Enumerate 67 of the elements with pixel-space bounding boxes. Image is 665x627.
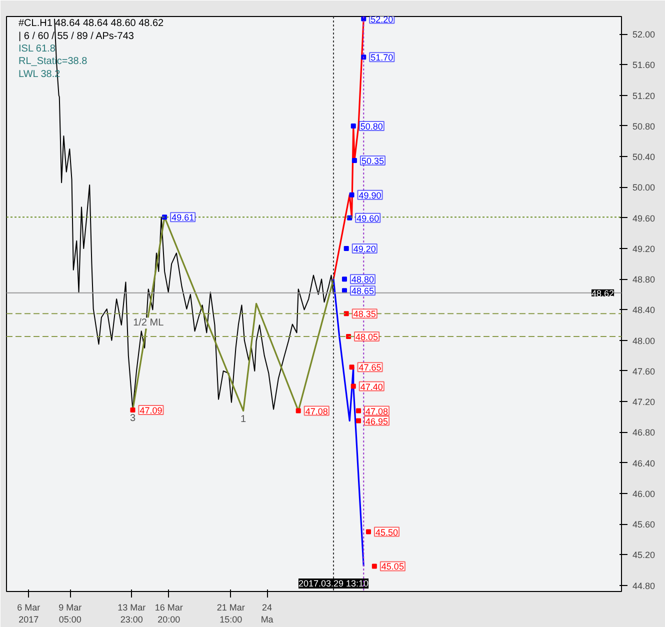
point — [344, 311, 349, 316]
data-label: 48.80 — [351, 274, 374, 285]
data-label: 48.65 — [351, 286, 374, 296]
data-label: 47.40 — [360, 382, 383, 392]
annotation: 1/2 ML — [133, 318, 164, 329]
data-label: 48.35 — [353, 309, 376, 320]
y-tick-label: 46.80 — [632, 428, 656, 438]
point — [350, 123, 356, 128]
data-label: 49.90 — [358, 190, 382, 200]
y-tick-label: 48.80 — [632, 274, 656, 285]
data-label: 47.08 — [305, 406, 328, 416]
y-tick-label: 47.20 — [632, 397, 656, 408]
data-label: 49.61 — [172, 212, 194, 223]
y-tick-label: 44.80 — [632, 580, 656, 591]
y-tick-label: 45.20 — [632, 550, 656, 560]
data-label: 48.05 — [356, 332, 378, 342]
point — [352, 158, 357, 163]
y-tick-label: 51.20 — [632, 90, 656, 101]
point — [350, 384, 356, 389]
x-tick-label: 9 Mar 05:00 — [58, 602, 82, 624]
data-label: 47.09 — [140, 406, 162, 416]
x-tick-label: 16 Mar 20:00 — [154, 602, 183, 624]
annotation: 1 — [240, 414, 247, 425]
data-label: 50.80 — [360, 121, 383, 132]
data-label: 49.60 — [356, 213, 380, 224]
x-tick-label: 21 Mar 15:00 — [216, 602, 245, 624]
y-tick-label: 47.60 — [632, 366, 656, 376]
y-tick-label: 49.60 — [632, 213, 656, 224]
point — [130, 408, 136, 413]
point — [366, 529, 371, 534]
y-tick-label: 45.60 — [632, 520, 656, 530]
y-tick-label: 48.00 — [632, 336, 656, 346]
data-label: 46.95 — [366, 416, 388, 426]
chart-title: #CL.H1 48.64 48.64 48.60 48.62 — [18, 18, 164, 30]
point — [372, 564, 377, 569]
y-tick-label: 50.40 — [632, 152, 656, 162]
y-tick-label: 52.00 — [632, 30, 656, 40]
point — [349, 364, 354, 370]
y-tick-label: 46.40 — [632, 458, 656, 468]
point — [349, 192, 354, 198]
point — [296, 408, 301, 414]
point — [342, 276, 347, 282]
y-tick-label: 49.20 — [632, 244, 656, 254]
ref-line-label: 2017.03.29 13:10 — [298, 578, 369, 588]
point — [344, 246, 349, 251]
data-label: 47.08 — [366, 406, 388, 416]
point — [356, 408, 362, 414]
y-tick-label: 50.00 — [632, 182, 656, 193]
text: | 6 / 60 / 55 / 89 / APs-743 — [18, 30, 134, 42]
annotation: 3 — [130, 413, 136, 424]
point — [342, 288, 347, 294]
data-label: 50.35 — [361, 156, 384, 166]
data-label: 47.65 — [358, 362, 382, 373]
x-tick-label: 24 Ma — [260, 602, 274, 624]
y-tick-label: 48.40 — [632, 305, 656, 316]
point — [356, 418, 362, 424]
ref-line-label: 48.62 — [592, 288, 614, 298]
data-label: 51.70 — [370, 52, 394, 63]
x-tick-label: 6 Mar 2017 — [17, 602, 40, 624]
annotation: ISL 61.8 — [18, 43, 56, 54]
data-label: 49.20 — [353, 244, 376, 254]
data-label: 45.50 — [375, 527, 398, 538]
y-tick-label: 51.60 — [632, 60, 656, 70]
y-tick-label: 50.80 — [632, 121, 656, 132]
data-label: 45.05 — [381, 562, 404, 572]
x-tick-label: 13 Mar 23:00 — [118, 602, 146, 624]
y-tick-label: 46.00 — [632, 488, 656, 499]
